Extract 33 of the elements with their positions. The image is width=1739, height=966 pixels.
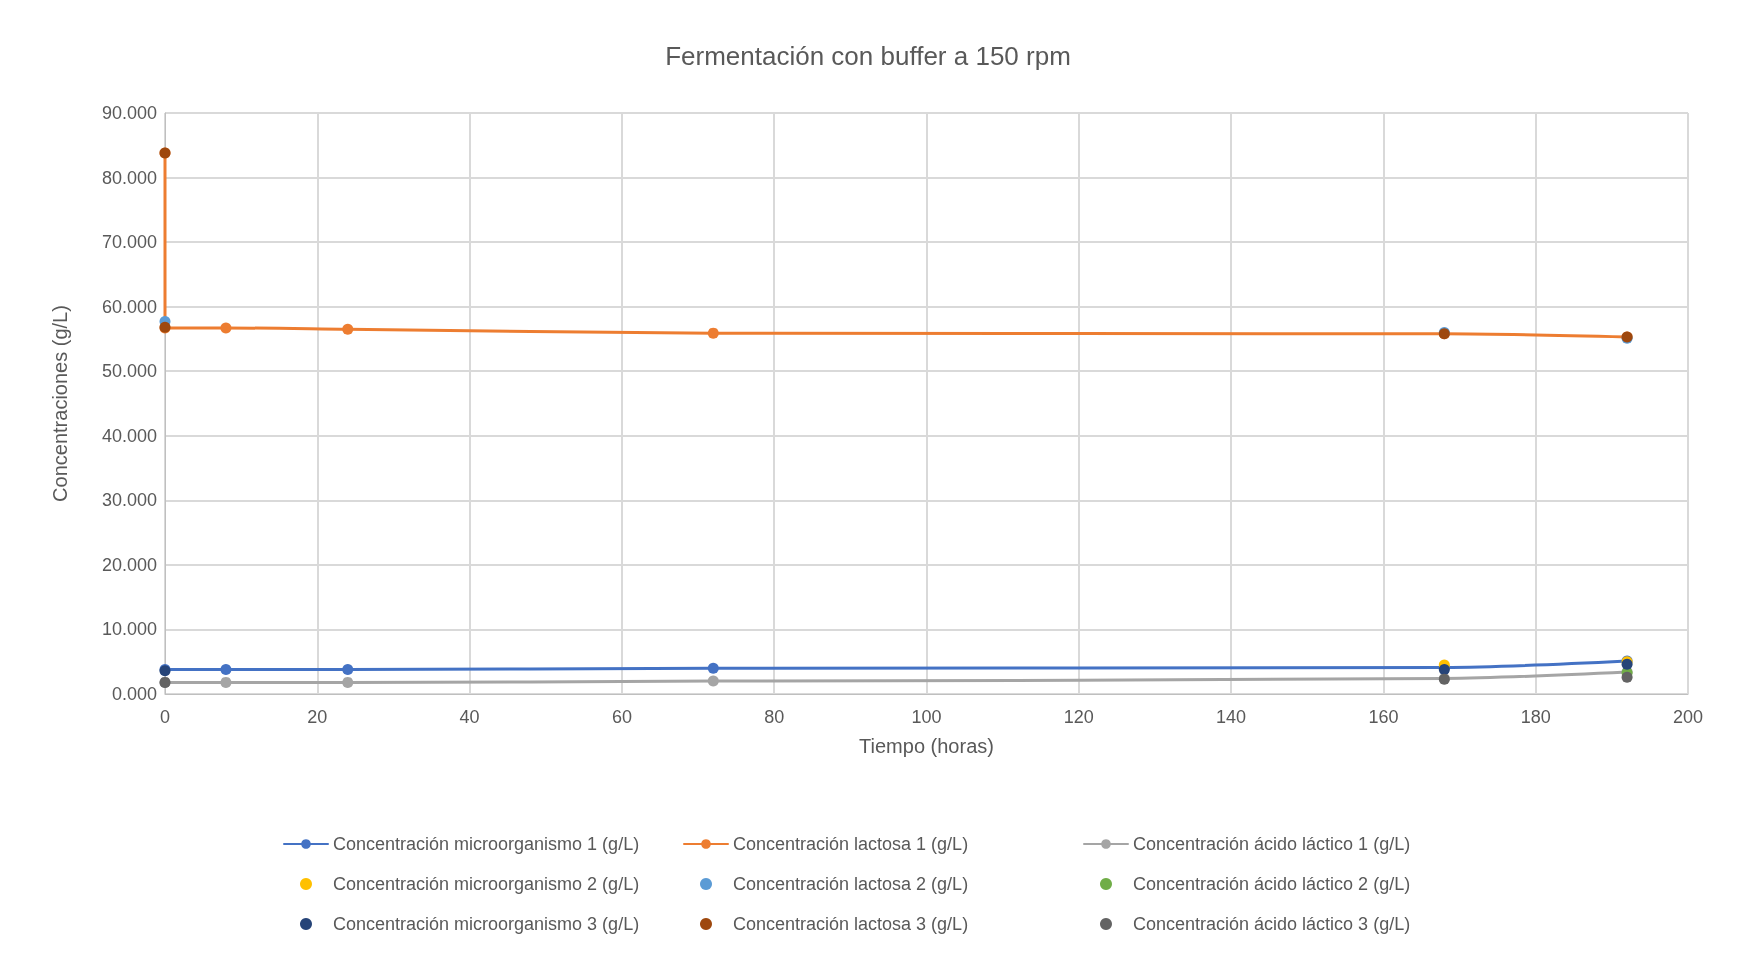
legend-label: Concentración microorganismo 3 (g/L) bbox=[333, 914, 640, 934]
x-tick-label: 160 bbox=[1368, 707, 1399, 727]
x-tick-label: 120 bbox=[1063, 707, 1094, 727]
y-tick-label: 0.000 bbox=[111, 684, 157, 704]
y-tick-label: 80.000 bbox=[101, 167, 157, 188]
y-tick-label: 90.000 bbox=[101, 103, 157, 123]
legend-label: Concentración ácido láctico 2 (g/L) bbox=[1133, 874, 1411, 894]
y-tick-label: 30.000 bbox=[101, 490, 157, 511]
y-tick-label: 60.000 bbox=[101, 296, 157, 317]
y-tick-label: 40.000 bbox=[101, 425, 157, 446]
chart-title: Fermentación con buffer a 150 rpm bbox=[665, 41, 1071, 71]
x-tick-label: 100 bbox=[911, 707, 942, 727]
x-tick-label: 0 bbox=[159, 707, 171, 727]
x-tick-label: 80 bbox=[764, 707, 785, 727]
y-tick-label: 20.000 bbox=[101, 554, 157, 575]
x-tick-label: 140 bbox=[1216, 707, 1247, 727]
x-axis-title: Tiempo (horas) bbox=[859, 735, 994, 757]
legend-label: Concentración microorganismo 1 (g/L) bbox=[333, 834, 640, 854]
x-tick-label: 60 bbox=[611, 707, 632, 727]
y-tick-label: 70.000 bbox=[101, 232, 157, 253]
legend-label: Concentración lactosa 2 (g/L) bbox=[733, 874, 969, 894]
legend-label: Concentración ácido láctico 3 (g/L) bbox=[1133, 914, 1411, 934]
legend-label: Concentración lactosa 3 (g/L) bbox=[733, 914, 969, 934]
x-tick-label: 20 bbox=[307, 707, 328, 727]
x-tick-label: 180 bbox=[1520, 707, 1551, 727]
legend-label: Concentración ácido láctico 1 (g/L) bbox=[1133, 834, 1411, 854]
y-tick-label: 10.000 bbox=[101, 619, 157, 640]
x-tick-label: 200 bbox=[1672, 707, 1704, 727]
x-tick-label: 40 bbox=[459, 707, 480, 727]
y-axis-title: Concentraciones (g/L) bbox=[49, 305, 71, 502]
y-tick-label: 50.000 bbox=[101, 361, 157, 382]
legend-label: Concentración microorganismo 2 (g/L) bbox=[333, 874, 640, 894]
legend-label: Concentración lactosa 1 (g/L) bbox=[733, 834, 969, 854]
